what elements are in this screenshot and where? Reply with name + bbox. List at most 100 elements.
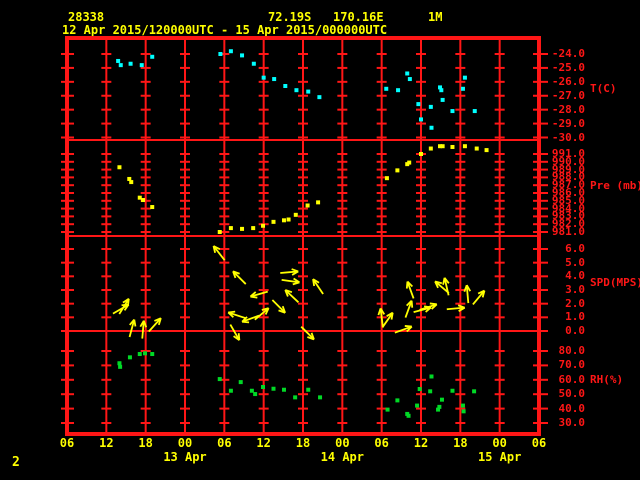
temperature-point (429, 125, 434, 130)
temperature-point (228, 49, 233, 54)
temperature-axis-title: T(C) (590, 81, 617, 95)
wind_speed-ytick-label: 2.0 (565, 296, 585, 310)
relative_humidity-point (238, 380, 243, 385)
wind-arrow (434, 280, 450, 294)
page-number: 2 (12, 455, 20, 470)
wind-arrow (148, 317, 162, 333)
temperature-point (116, 58, 121, 63)
temperature-point (407, 77, 412, 82)
relative_humidity-ytick-label: 60.0 (558, 372, 586, 386)
pressure-point (141, 198, 146, 203)
relative_humidity-point (249, 388, 254, 393)
wind-arrow (377, 307, 386, 327)
x-tick-label: 00 (335, 436, 350, 450)
x-tick-label: 12 (99, 436, 114, 450)
wind-arrow (128, 318, 137, 338)
pressure-point (484, 148, 489, 153)
x-date-label: 13 Apr (163, 450, 207, 464)
temperature-ytick-label: -24.0 (551, 47, 585, 60)
pressure-point (440, 144, 445, 149)
pressure-point (450, 144, 455, 149)
wind-arrow (394, 325, 413, 334)
relative_humidity-point (271, 386, 276, 391)
relative_humidity-point (127, 355, 132, 360)
time-range: 12 Apr 2015/120000UTC - 15 Apr 2015/0000… (62, 23, 388, 37)
pressure-ytick-label: 990.0 (551, 154, 585, 168)
pressure-point (286, 217, 291, 222)
pressure-ytick-label: 991.0 (551, 147, 585, 160)
pressure-point (305, 203, 310, 208)
pressure-point (428, 146, 433, 151)
wind-arrow (280, 268, 299, 276)
temperature-point (139, 63, 144, 68)
temperature-ytick-label: -29.0 (551, 116, 585, 130)
wind_speed-ytick-label: 3.0 (565, 283, 585, 296)
pressure-point (462, 144, 467, 149)
pressure-point (129, 180, 134, 185)
relative_humidity-point (150, 352, 155, 357)
relative_humidity-point (415, 403, 420, 408)
temperature-point (396, 88, 401, 93)
pressure-axis-title: Pre (mb) (590, 179, 640, 192)
relative_humidity-point (117, 361, 122, 366)
pressure-point (271, 219, 276, 224)
temperature-point (283, 84, 288, 89)
station-longitude: 170.16E (333, 10, 384, 24)
temperature-ytick-label: -25.0 (551, 60, 585, 74)
temperature-point (272, 77, 277, 82)
wind-arrow (241, 314, 260, 324)
relative_humidity-point (439, 397, 444, 402)
relative_humidity-ytick-label: 30.0 (558, 416, 586, 429)
plot-frame (65, 36, 541, 436)
x-tick-label: 00 (177, 436, 193, 450)
wind_speed-ytick-label: 5.0 (565, 255, 585, 269)
x-tick-label: 18 (453, 436, 468, 450)
pressure-point (384, 176, 389, 181)
temperature-ytick-label: -26.0 (551, 74, 585, 88)
wind-arrow (312, 278, 324, 295)
pressure-ytick-label: 984.0 (551, 201, 585, 215)
temperature-point (218, 52, 223, 56)
temperature-point (462, 75, 467, 80)
relative_humidity-point (429, 374, 434, 379)
x-tick-label: 18 (138, 436, 153, 450)
wind_speed-ytick-label: 0.0 (565, 324, 585, 337)
relative_humidity-point (417, 387, 422, 392)
temperature-point (416, 102, 421, 107)
temperature-point (450, 109, 455, 114)
relative_humidity-point (217, 377, 222, 382)
pressure-point (137, 195, 142, 200)
wind-arrow (271, 299, 286, 314)
wind-arrow (232, 270, 247, 285)
relative_humidity-point (253, 392, 258, 397)
pressure-point (228, 226, 233, 231)
pressure-point (395, 168, 400, 173)
relative_humidity-point (306, 387, 311, 392)
pressure-ytick-label: 985.0 (551, 193, 585, 207)
pressure-ytick-label: 983.0 (551, 209, 585, 223)
x-tick-label: 18 (295, 436, 311, 450)
station-id: 28338 (68, 10, 105, 24)
pressure-point (150, 205, 155, 210)
pressure-ytick-label: 986.0 (551, 186, 585, 199)
pressure-point (419, 152, 423, 156)
temperature-point (405, 71, 410, 76)
temperature-point (438, 85, 443, 90)
relative_humidity-point (436, 407, 441, 412)
wind-arrow (139, 320, 148, 339)
pressure-point (127, 176, 132, 181)
temperature-point (294, 88, 299, 93)
relative_humidity-point (137, 352, 142, 357)
wind-arrow (229, 324, 241, 341)
wind-arrow (300, 326, 315, 341)
pressure-ytick-label: 982.0 (551, 217, 585, 231)
wind_speed-axis-title: SPD(MPS) (590, 276, 640, 289)
temperature-ytick-label: -27.0 (551, 88, 585, 102)
wind_speed-ytick-label: 4.0 (565, 269, 585, 283)
pressure-ytick-label: 988.0 (551, 170, 585, 184)
temperature-point (306, 89, 311, 94)
temperature-point (384, 86, 389, 91)
pressure-point (293, 212, 298, 217)
relative_humidity-point (472, 389, 477, 394)
relative_humidity-point (281, 387, 286, 392)
